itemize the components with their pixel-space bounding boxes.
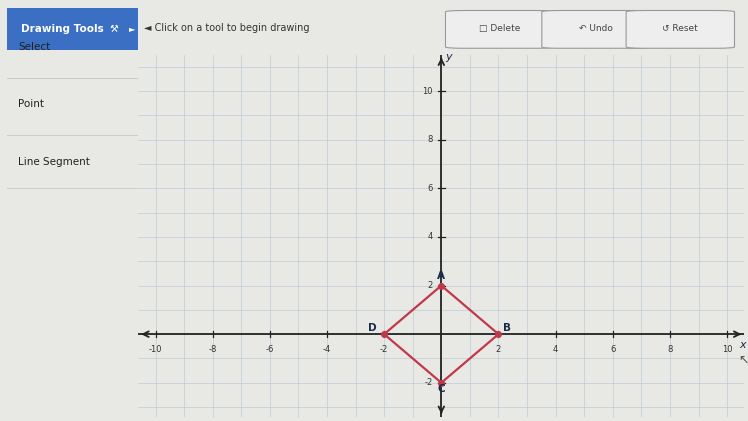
Text: Drawing Tools: Drawing Tools <box>21 24 103 34</box>
Text: -4: -4 <box>323 345 331 354</box>
Text: ↶ Undo: ↶ Undo <box>579 24 613 33</box>
Text: B: B <box>503 322 511 333</box>
Text: x: x <box>740 340 747 350</box>
Text: Point: Point <box>18 99 44 109</box>
Text: -8: -8 <box>209 345 217 354</box>
Text: -6: -6 <box>266 345 274 354</box>
Text: -2: -2 <box>425 378 433 387</box>
Text: 6: 6 <box>610 345 616 354</box>
Text: 6: 6 <box>427 184 433 193</box>
Text: 4: 4 <box>428 232 433 242</box>
Text: ►: ► <box>129 24 135 34</box>
Text: y: y <box>445 52 452 62</box>
Text: -10: -10 <box>149 345 162 354</box>
Text: Line Segment: Line Segment <box>18 157 90 167</box>
Text: ◄ Click on a tool to begin drawing: ◄ Click on a tool to begin drawing <box>144 24 310 33</box>
Text: ↺ Reset: ↺ Reset <box>663 24 698 33</box>
Text: Select: Select <box>18 42 50 52</box>
Text: A: A <box>438 271 445 281</box>
Text: 10: 10 <box>423 87 433 96</box>
Text: C: C <box>438 384 445 394</box>
Text: 4: 4 <box>553 345 558 354</box>
Text: ↖: ↖ <box>738 353 748 366</box>
Text: 8: 8 <box>667 345 672 354</box>
Text: 8: 8 <box>427 135 433 144</box>
Text: 2: 2 <box>428 281 433 290</box>
Text: □ Delete: □ Delete <box>479 24 521 33</box>
Text: -2: -2 <box>380 345 388 354</box>
Text: D: D <box>369 323 377 333</box>
Bar <box>7 8 138 50</box>
FancyBboxPatch shape <box>542 11 650 48</box>
Text: 10: 10 <box>722 345 732 354</box>
FancyBboxPatch shape <box>626 11 735 48</box>
Text: 2: 2 <box>496 345 501 354</box>
FancyBboxPatch shape <box>446 11 554 48</box>
Text: ⚒: ⚒ <box>109 24 118 34</box>
